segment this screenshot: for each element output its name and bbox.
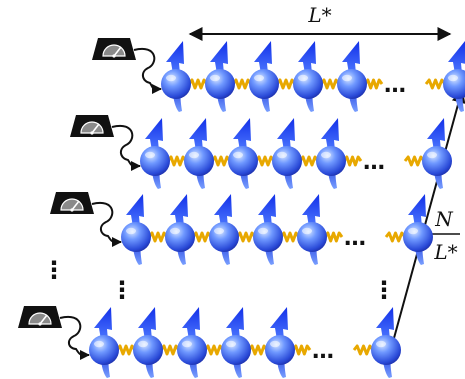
pressure-gauge-icon [92, 38, 136, 60]
spin-chain-row: … [70, 115, 452, 189]
spin-particle-icon [422, 118, 452, 189]
spin-particle-icon [403, 194, 433, 265]
pressure-gauge-icon [50, 192, 94, 214]
spring-coupling-icon [166, 155, 188, 167]
spring-coupling-icon [191, 231, 213, 243]
spring-coupling-icon [187, 78, 209, 90]
spring-coupling-icon [147, 231, 169, 243]
spring-coupling-icon [231, 78, 253, 90]
pressure-gauge-icon [18, 306, 62, 328]
spin-particle-icon [253, 194, 283, 265]
spin-particle-icon [265, 307, 295, 378]
spin-particle-icon [177, 307, 207, 378]
spin-particle-icon [221, 307, 251, 378]
spin-particle-icon [337, 41, 367, 112]
vertical-ellipsis-right: ⋮ [372, 276, 396, 304]
pressure-gauge-icon [70, 115, 114, 137]
spring-coupling-icon [203, 344, 225, 356]
spin-particle-icon [209, 194, 239, 265]
spring-coupling-icon [235, 231, 257, 243]
spin-particle-icon [228, 118, 258, 189]
spin-particle-icon [184, 118, 214, 189]
spin-particle-icon [249, 41, 279, 112]
chain-count-numerator: N [434, 207, 454, 231]
spin-chain-row: … [92, 38, 465, 112]
spin-chains: … … … … [18, 38, 465, 378]
spring-coupling-icon [352, 344, 375, 356]
spin-particle-icon [272, 118, 302, 189]
spin-particle-icon [371, 307, 401, 378]
spring-coupling-icon [424, 78, 447, 90]
chain-count-denominator: L* [433, 240, 457, 264]
meter-cable [133, 47, 162, 94]
spin-particle-icon [161, 41, 191, 112]
spring-coupling-icon [363, 78, 384, 90]
spring-coupling-icon [279, 231, 301, 243]
spring-coupling-icon [319, 78, 341, 90]
spring-coupling-icon [275, 78, 297, 90]
spin-chain-row: … [18, 306, 401, 378]
horizontal-ellipsis: … [312, 339, 334, 364]
spin-particle-icon [297, 194, 327, 265]
horizontal-ellipsis: … [363, 150, 385, 175]
spring-coupling-icon [247, 344, 269, 356]
spin-particle-icon [140, 118, 170, 189]
chain-length-label: L* [307, 3, 331, 27]
spring-coupling-icon [323, 231, 344, 243]
spring-coupling-icon [115, 344, 137, 356]
spring-coupling-icon [159, 344, 181, 356]
spring-coupling-icon [210, 155, 232, 167]
spring-coupling-icon [254, 155, 276, 167]
spring-coupling-icon [342, 155, 363, 167]
horizontal-ellipsis: … [384, 73, 406, 98]
chain-count-fraction: N L* [430, 207, 460, 264]
meter-cable [111, 124, 141, 171]
spring-coupling-icon [291, 344, 312, 356]
meter-cable [59, 315, 90, 360]
spin-particle-icon [89, 307, 119, 378]
vertical-ellipsis-left: ⋮ [42, 256, 66, 284]
spin-chain-row: … [50, 192, 433, 265]
spin-particle-icon [133, 307, 163, 378]
horizontal-ellipsis: … [344, 226, 366, 251]
spin-particle-icon [121, 194, 151, 265]
spring-coupling-icon [403, 155, 426, 167]
meter-cable [91, 201, 122, 247]
spin-particle-icon [316, 118, 346, 189]
spring-coupling-icon [298, 155, 320, 167]
spin-particle-icon [165, 194, 195, 265]
spin-particle-icon [293, 41, 323, 112]
spin-particle-icon [205, 41, 235, 112]
spring-coupling-icon [384, 231, 407, 243]
spin-particle-icon [443, 41, 465, 112]
vertical-ellipsis-middle: ⋮ [110, 276, 134, 304]
